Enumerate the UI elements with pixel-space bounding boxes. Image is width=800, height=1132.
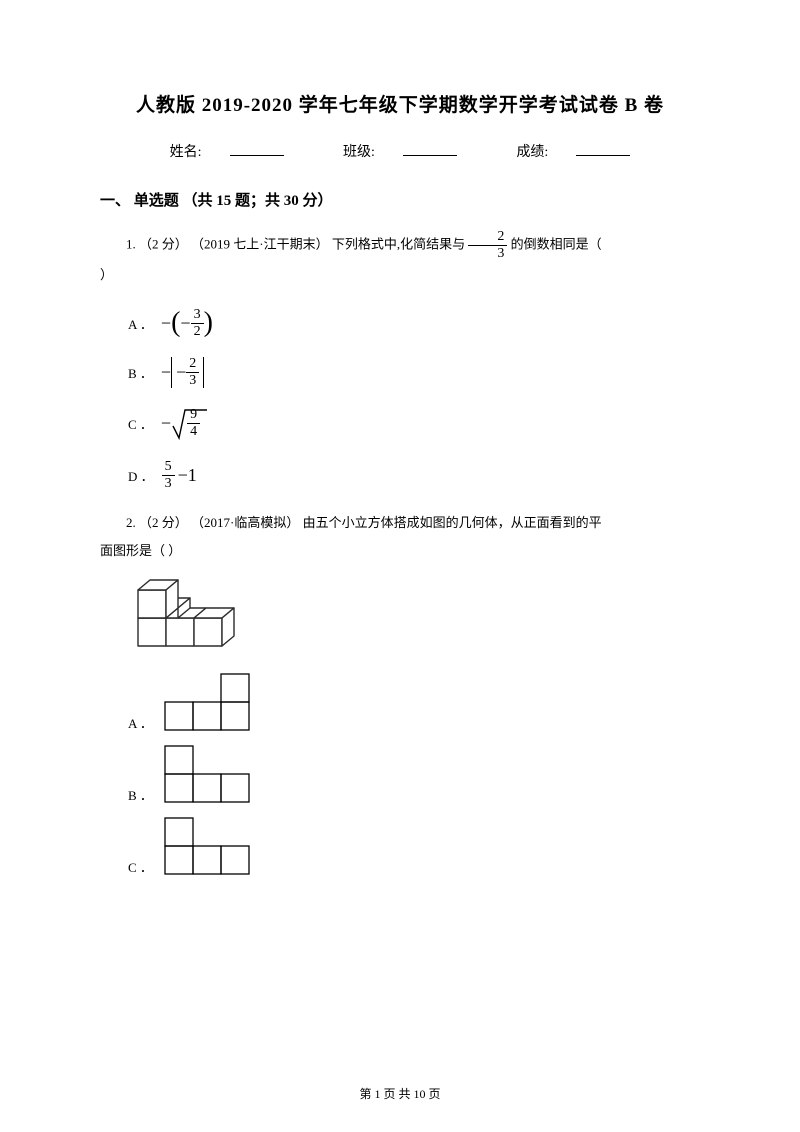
q2-option-b: B ． xyxy=(128,744,700,804)
q2-option-a: A ． xyxy=(128,672,700,732)
q2-text-line2: 面图形是（ ） xyxy=(100,543,181,558)
q1-opt-c-expr: − 94 xyxy=(161,406,200,442)
q1-opt-c-label: C ． xyxy=(128,414,153,433)
score-label: 成绩: xyxy=(516,145,548,160)
q2-option-c: C ． xyxy=(128,816,700,876)
q1-opt-b-expr: − − 23 xyxy=(161,357,204,388)
q1-opt-d-expr: 53 −1 xyxy=(162,460,197,491)
score-blank xyxy=(576,155,630,156)
section-1-title: 一、 单选题 （共 15 题；共 30 分） xyxy=(100,189,700,210)
student-info-row: 姓名: 班级: 成绩: xyxy=(100,141,700,161)
class-label: 班级: xyxy=(343,145,375,160)
q1-option-b: B ． − − 23 xyxy=(128,357,700,388)
q2-opt-c-shape xyxy=(163,816,253,876)
question-1: 1. （2 分） （2019 七上·江干期末） 下列格式中,化简结果与 2 3 … xyxy=(100,230,700,290)
q1-text-before: 1. （2 分） （2019 七上·江干期末） 下列格式中,化简结果与 xyxy=(126,236,465,251)
q2-opt-a-shape xyxy=(163,672,253,732)
name-blank xyxy=(230,155,284,156)
q2-text-line1: 2. （2 分） （2017·临高模拟） 由五个小立方体搭成如图的几何体，从正面… xyxy=(126,515,602,530)
q1-opt-a-expr: − ( − 32 ) xyxy=(161,308,213,339)
q1-opt-a-label: A ． xyxy=(128,314,153,333)
q1-options: A ． − ( − 32 ) B ． − − 23 C ． − xyxy=(100,308,700,491)
q1-option-d: D ． 53 −1 xyxy=(128,460,700,491)
q1-option-c: C ． − 94 xyxy=(128,406,700,442)
q1-text-after: 的倒数相同是（ xyxy=(511,236,602,251)
q1-opt-b-label: B ． xyxy=(128,363,153,382)
q1-fraction: 2 3 xyxy=(468,230,507,261)
name-label: 姓名: xyxy=(170,145,202,160)
question-2: 2. （2 分） （2017·临高模拟） 由五个小立方体搭成如图的几何体，从正面… xyxy=(100,509,700,566)
q1-tail: ） xyxy=(100,267,113,282)
q2-opt-a-label: A ． xyxy=(128,713,153,732)
q1-opt-d-label: D ． xyxy=(128,466,154,485)
class-blank xyxy=(403,155,457,156)
q2-opt-c-label: C ． xyxy=(128,857,153,876)
q1-frac-num: 2 xyxy=(468,230,507,246)
q2-3d-figure xyxy=(128,578,700,654)
cube-figure-icon xyxy=(128,578,258,654)
q2-opt-b-shape xyxy=(163,744,253,804)
exam-title: 人教版 2019-2020 学年七年级下学期数学开学考试试卷 B 卷 xyxy=(100,90,700,117)
q1-option-a: A ． − ( − 32 ) xyxy=(128,308,700,339)
q1-frac-den: 3 xyxy=(468,246,507,261)
q2-opt-b-label: B ． xyxy=(128,785,153,804)
page-footer: 第 1 页 共 10 页 xyxy=(0,1085,800,1102)
